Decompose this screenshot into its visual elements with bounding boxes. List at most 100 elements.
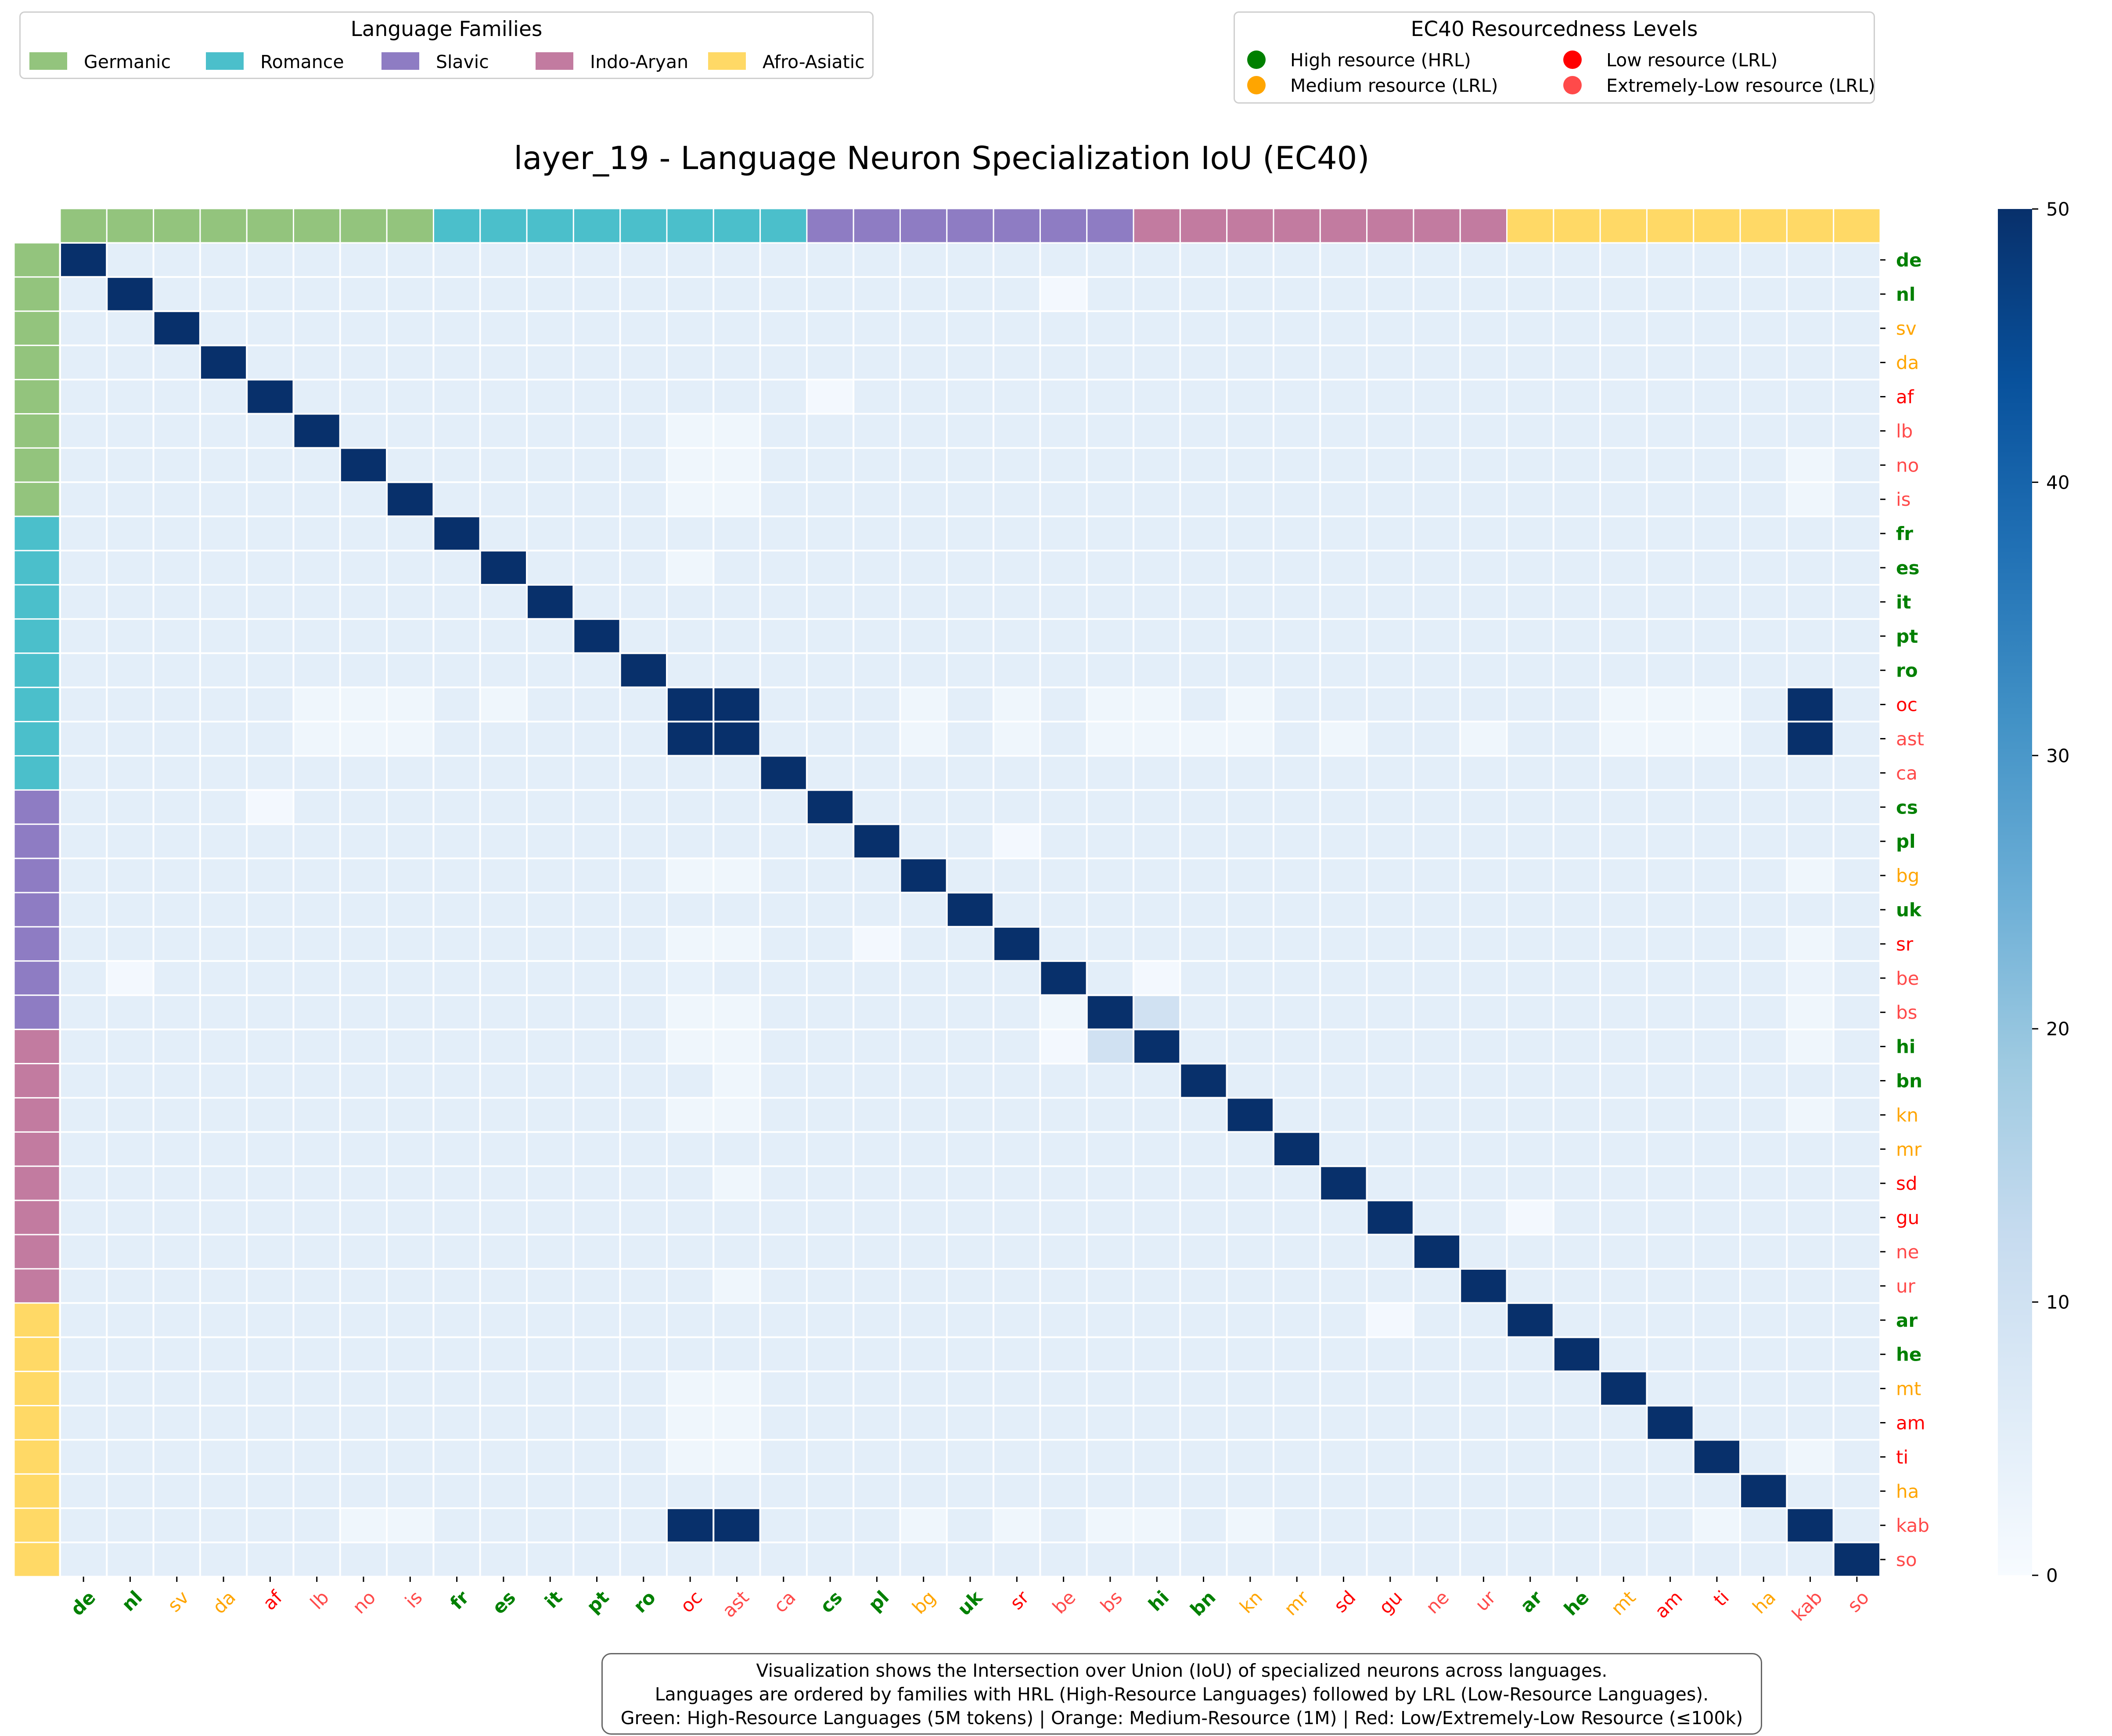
heatmap-cell	[666, 1234, 715, 1270]
heatmap-cell	[1692, 823, 1741, 860]
heatmap-cell	[1692, 1507, 1741, 1544]
heatmap-cell	[853, 926, 901, 962]
heatmap-cell	[993, 926, 1041, 962]
heatmap-cell	[59, 892, 108, 928]
heatmap-cell	[1832, 550, 1882, 586]
heatmap-cell	[1832, 1131, 1882, 1167]
y-tick-label: sv	[1896, 318, 1917, 339]
heatmap-cell	[1226, 1302, 1275, 1338]
heatmap-cell	[1692, 1370, 1741, 1407]
heatmap-cell	[1786, 413, 1835, 449]
x-tick-label: fr	[446, 1586, 473, 1614]
heatmap-cell	[1412, 1542, 1461, 1578]
heatmap-cell	[1273, 378, 1321, 415]
heatmap-cell	[1692, 652, 1741, 688]
heatmap-cell	[152, 1131, 201, 1167]
heatmap-cell	[59, 1097, 108, 1133]
heatmap-cell	[759, 1542, 808, 1578]
heatmap-cell	[1366, 481, 1414, 518]
heatmap-cell	[1412, 413, 1461, 449]
heatmap-cell	[759, 892, 808, 928]
colorbar	[1998, 209, 2032, 1575]
heatmap-cell	[572, 994, 621, 1030]
heatmap-cell	[806, 823, 855, 860]
heatmap-cell	[526, 618, 575, 654]
family-strip-left	[13, 687, 61, 723]
heatmap-cell	[712, 823, 761, 860]
heatmap-cell	[292, 515, 341, 552]
heatmap-cell	[339, 550, 388, 586]
legend-label: High resource (HRL)	[1290, 50, 1471, 71]
heatmap-cell	[1739, 720, 1788, 757]
heatmap-cell	[292, 1302, 341, 1338]
heatmap-cell	[1692, 1302, 1741, 1338]
heatmap-cell	[899, 276, 948, 312]
heatmap-cell	[759, 789, 808, 825]
family-strip-top	[1693, 208, 1741, 244]
heatmap-cell	[1459, 960, 1508, 996]
heatmap-cell	[1366, 857, 1414, 894]
heatmap-cell	[1366, 892, 1414, 928]
heatmap-cell	[1366, 413, 1414, 449]
heatmap-cell	[1366, 1165, 1414, 1202]
heatmap-cell	[1319, 926, 1368, 962]
y-tick-label: ca	[1896, 762, 1918, 784]
heatmap-cell	[806, 310, 855, 346]
heatmap-cell	[1739, 1165, 1788, 1202]
heatmap-cell	[899, 892, 948, 928]
heatmap-cell	[1039, 515, 1088, 552]
heatmap-cell	[1459, 926, 1508, 962]
heatmap-cell	[1599, 1131, 1648, 1167]
heatmap-cell	[1133, 242, 1181, 278]
heatmap-cell	[1273, 1165, 1321, 1202]
heatmap-cell	[1786, 1097, 1835, 1133]
heatmap-cell	[1133, 481, 1181, 518]
heatmap-cell	[1646, 378, 1695, 415]
heatmap-cell	[1412, 1507, 1461, 1544]
heatmap-cell	[292, 378, 341, 415]
heatmap-cell	[386, 1097, 435, 1133]
heatmap-cell	[1832, 652, 1882, 688]
heatmap-cell	[619, 242, 668, 278]
legend-title: Language Families	[350, 17, 543, 41]
heatmap-cell	[899, 1473, 948, 1509]
heatmap-cell	[1273, 686, 1321, 723]
heatmap-cell	[1366, 1097, 1414, 1133]
heatmap-cell	[1366, 515, 1414, 552]
heatmap-cell	[1739, 960, 1788, 996]
heatmap-cell	[1226, 481, 1275, 518]
heatmap-cell	[1226, 583, 1275, 620]
x-tick-label: mr	[1280, 1586, 1313, 1620]
heatmap-cell	[759, 1302, 808, 1338]
heatmap-cell	[1273, 1473, 1321, 1509]
y-tick-label: gu	[1896, 1207, 1919, 1228]
heatmap-cell	[526, 1405, 575, 1441]
heatmap-cell	[246, 960, 295, 996]
heatmap-cell	[1646, 1542, 1695, 1578]
heatmap-cell	[1786, 1473, 1835, 1509]
heatmap-cell	[526, 1370, 575, 1407]
heatmap-cell	[1273, 242, 1321, 278]
heatmap-cell	[853, 1165, 901, 1202]
heatmap-cell	[1039, 892, 1088, 928]
heatmap-cell	[292, 242, 341, 278]
heatmap-cell	[712, 1097, 761, 1133]
chart-title: layer_19 - Language Neuron Specializatio…	[514, 140, 1370, 176]
heatmap-cell	[1086, 789, 1135, 825]
heatmap-cell	[619, 550, 668, 586]
heatmap-cell	[1552, 1370, 1601, 1407]
heatmap-cell	[666, 481, 715, 518]
heatmap-cell	[479, 1165, 528, 1202]
heatmap-cell	[759, 1097, 808, 1133]
heatmap-cell	[339, 481, 388, 518]
heatmap-cell	[1739, 1405, 1788, 1441]
heatmap-cell	[1459, 1234, 1508, 1270]
heatmap-cell	[386, 892, 435, 928]
heatmap-cell	[1646, 1165, 1695, 1202]
heatmap-cell	[432, 1302, 481, 1338]
heatmap-cell	[993, 994, 1041, 1030]
heatmap-cell	[619, 1234, 668, 1270]
heatmap-cell	[246, 1370, 295, 1407]
y-tick-label: mt	[1896, 1378, 1921, 1400]
heatmap-cell	[1599, 994, 1648, 1030]
